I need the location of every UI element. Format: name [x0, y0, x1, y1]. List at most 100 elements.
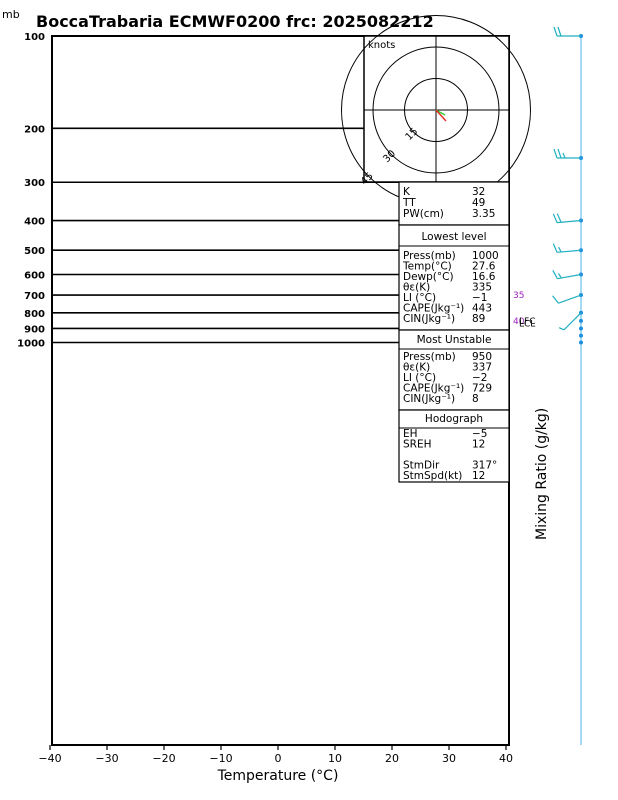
indices-box — [398, 181, 510, 226]
index-name: PW(cm) — [403, 208, 444, 220]
index-value: 443 — [472, 303, 492, 315]
index-value: 12 — [472, 439, 485, 451]
index-value: 12 — [472, 470, 485, 482]
index-value: −1 — [472, 292, 487, 304]
x-tick-label: 40 — [499, 752, 513, 765]
pressure-tick-label: 700 — [24, 291, 45, 302]
pressure-tick-label: 400 — [24, 217, 45, 228]
x-tick-label: −40 — [38, 752, 61, 765]
index-value: 27.6 — [472, 261, 496, 273]
wind-barb-flag — [553, 26, 558, 37]
index-value: 3.35 — [472, 208, 495, 220]
pressure-tick-label: 600 — [24, 271, 45, 282]
index-name: Dewp(°C) — [403, 271, 454, 283]
index-name: EH — [403, 428, 418, 440]
index-name: CAPE(Jkg⁻¹) — [403, 303, 464, 315]
index-value: −2 — [472, 372, 487, 384]
index-name: StmSpd(kt) — [403, 470, 462, 482]
wind-barb-flag — [553, 148, 558, 159]
indices-heading: Most Unstable — [417, 334, 492, 346]
wind-barb-flag — [552, 270, 558, 279]
pressure-tick-label: 1000 — [17, 339, 45, 350]
index-value: 1000 — [472, 250, 499, 262]
x-axis-label: Temperature (°C) — [217, 768, 339, 784]
index-name: LI (°C) — [403, 292, 436, 304]
indices-box — [398, 224, 510, 331]
y-axis: 100 200 300 400 500 600 700 800 900 1000 — [17, 32, 45, 350]
index-value: 337 — [472, 362, 492, 374]
wind-barb-flag — [552, 213, 558, 223]
mixing-ratio-axis-label: Mixing Ratio (g/kg) — [534, 408, 550, 540]
wind-barb-flag — [557, 26, 562, 37]
wind-barb-flag — [552, 295, 559, 304]
wind-barb-flag — [557, 148, 562, 159]
index-name: Press(mb) — [403, 351, 456, 363]
index-name: CIN(Jkg⁻¹) — [403, 313, 455, 325]
pressure-unit-label: mb — [2, 8, 20, 21]
level-label: LFC — [519, 317, 535, 327]
theta-label: 40 — [513, 317, 525, 327]
hodograph-ring — [372, 46, 500, 174]
index-value: 16.6 — [472, 271, 496, 283]
pressure-tick-label: 800 — [24, 309, 45, 320]
index-value: −5 — [472, 428, 487, 440]
pressure-tick-label: 300 — [24, 178, 45, 189]
level-label: LCL — [519, 320, 535, 330]
wind-barb-flag — [556, 213, 562, 223]
pressure-tick-label: 500 — [24, 246, 45, 257]
wind-barb-point — [579, 318, 583, 323]
index-value: 8 — [472, 393, 479, 405]
index-name: θε(K) — [403, 362, 430, 374]
x-tick-label: −20 — [152, 752, 175, 765]
wind-barb-half-flag — [558, 327, 565, 331]
hodograph-title: knots — [368, 40, 395, 51]
wind-barb-point — [579, 326, 583, 331]
x-tick-label: −30 — [95, 752, 118, 765]
storm-motion-vector — [435, 109, 447, 122]
indices-heading: Lowest level — [421, 231, 486, 243]
index-value: 32 — [472, 186, 485, 198]
index-value: 317° — [472, 460, 497, 472]
index-name: StmDir — [403, 460, 440, 472]
index-name: LI (°C) — [403, 372, 436, 384]
index-name: Temp(°C) — [402, 261, 452, 273]
wind-barb-half-flag — [562, 152, 566, 159]
x-tick-label: 0 — [275, 752, 282, 765]
index-name: TT — [402, 197, 416, 209]
x-axis: −40 −30 −20 −10 0 10 20 30 40 — [38, 745, 513, 765]
index-name: K — [403, 186, 411, 198]
theta-label: 35 — [513, 291, 524, 301]
index-value: 729 — [472, 383, 492, 395]
index-name: θε(K) — [403, 282, 430, 294]
pressure-tick-label: 100 — [24, 32, 45, 43]
mixing-ratio-labels: 12346810121416182025303540 — [513, 291, 525, 327]
index-name: SREH — [403, 439, 432, 451]
indices-box — [398, 329, 510, 411]
pressure-tick-label: 200 — [24, 124, 45, 135]
index-value: 89 — [472, 313, 485, 325]
wind-barb-staff — [558, 294, 582, 304]
wind-barb-half-flag — [557, 273, 562, 279]
index-value: 950 — [472, 351, 492, 363]
hodograph-ring — [404, 78, 468, 142]
index-name: CAPE(Jkg⁻¹) — [403, 383, 464, 395]
x-tick-label: −10 — [209, 752, 232, 765]
index-value: 335 — [472, 282, 492, 294]
wind-barb-flag — [552, 243, 558, 253]
wind-barb-point — [579, 340, 583, 345]
wind-barb-staff — [563, 312, 582, 331]
index-name: Press(mb) — [403, 250, 456, 262]
x-tick-label: 10 — [328, 752, 342, 765]
x-tick-label: 30 — [442, 752, 456, 765]
wind-barb-half-flag — [558, 246, 562, 253]
wind-barb-point — [579, 333, 583, 338]
indices-panel: K 32 TT 49 PW(cm) 3.35 Lowest level Press(mb) 10… — [398, 181, 510, 483]
index-name: CIN(Jkg⁻¹) — [403, 393, 455, 405]
indices-heading: Hodograph — [425, 413, 483, 425]
pressure-tick-label: 900 — [24, 324, 45, 335]
wind-barbs — [552, 26, 583, 745]
x-tick-label: 20 — [385, 752, 399, 765]
index-value: 49 — [472, 197, 485, 209]
